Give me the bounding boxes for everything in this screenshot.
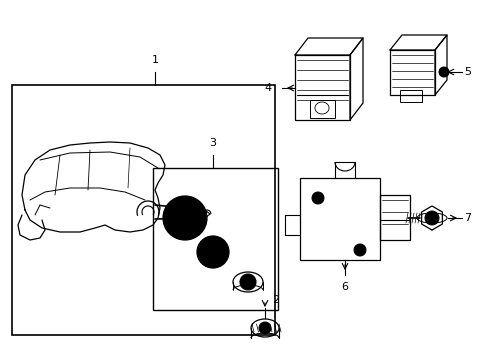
Text: 1: 1 <box>151 55 158 65</box>
Text: 2: 2 <box>271 295 279 305</box>
Circle shape <box>424 211 438 225</box>
Circle shape <box>259 322 270 334</box>
Bar <box>309 100 334 118</box>
Bar <box>379 195 409 240</box>
Text: 7: 7 <box>463 213 470 223</box>
Circle shape <box>171 204 199 232</box>
Text: 4: 4 <box>264 83 271 93</box>
Bar <box>299 178 379 260</box>
Text: 6: 6 <box>341 282 348 292</box>
Circle shape <box>353 244 365 256</box>
Text: 3: 3 <box>209 138 216 148</box>
Bar <box>153 168 278 310</box>
Bar <box>12 85 274 335</box>
Circle shape <box>178 211 192 225</box>
Circle shape <box>240 274 256 290</box>
Circle shape <box>163 196 206 240</box>
Bar <box>399 90 421 102</box>
Circle shape <box>204 244 221 260</box>
Circle shape <box>197 236 228 268</box>
Circle shape <box>311 192 324 204</box>
Circle shape <box>438 67 448 77</box>
Bar <box>294 55 349 120</box>
Text: 5: 5 <box>463 67 470 77</box>
